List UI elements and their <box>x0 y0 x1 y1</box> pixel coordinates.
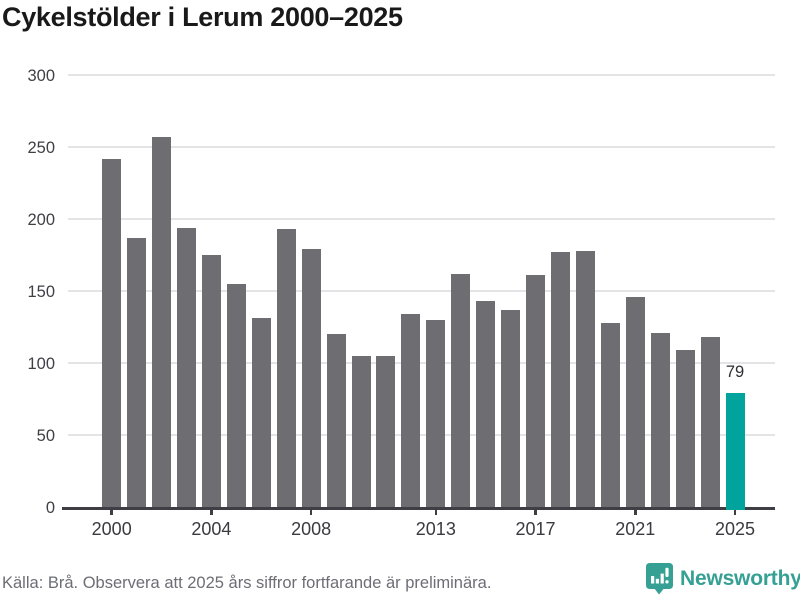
gridline-150 <box>68 290 775 293</box>
bar-2023 <box>675 350 695 508</box>
x-tick-2017 <box>534 509 537 516</box>
bar-2014 <box>451 273 471 508</box>
y-axis-label-100: 100 <box>27 354 55 373</box>
x-tick-2004 <box>210 509 213 516</box>
bar-2024 <box>700 337 720 508</box>
x-axis-label-2008: 2008 <box>291 519 332 540</box>
bar-2015 <box>476 301 496 508</box>
bar-2020 <box>600 322 620 508</box>
x-axis-label-2000: 2000 <box>91 519 132 540</box>
bar-2005 <box>226 283 246 508</box>
bar-2009 <box>326 334 346 508</box>
y-axis-label-0: 0 <box>45 498 55 517</box>
bar-2000 <box>102 158 122 508</box>
bar-2007 <box>276 229 296 508</box>
y-axis-label-300: 300 <box>27 66 55 85</box>
x-axis-label-2013: 2013 <box>415 519 456 540</box>
bar-2017 <box>526 275 546 508</box>
x-tick-2021 <box>634 509 637 516</box>
x-axis-label-2021: 2021 <box>615 519 656 540</box>
source-note: Källa: Brå. Observera att 2025 års siffr… <box>2 574 492 592</box>
bar-2002 <box>152 136 172 508</box>
y-axis-label-150: 150 <box>27 282 55 301</box>
bar-2008 <box>301 249 321 508</box>
bar-2019 <box>575 250 595 508</box>
gridline-100 <box>68 362 775 365</box>
bar-2010 <box>351 355 371 508</box>
bar-2025 <box>725 393 745 511</box>
x-tick-2000 <box>110 509 113 516</box>
bar-2011 <box>376 355 396 508</box>
x-tick-2008 <box>309 509 313 516</box>
bar-2016 <box>501 309 521 508</box>
x-axis-label-2004: 2004 <box>191 519 232 540</box>
bar-2012 <box>401 314 421 508</box>
bar-2006 <box>251 318 271 508</box>
bar-2021 <box>625 296 645 508</box>
bar-2013 <box>426 319 446 508</box>
newsworthy-wordmark: Newsworthy <box>680 567 800 590</box>
bar-2018 <box>550 252 570 508</box>
gridline-50 <box>68 434 775 437</box>
x-tick-2025 <box>733 509 737 516</box>
x-tick-2013 <box>434 509 438 516</box>
y-axis-label-50: 50 <box>36 426 55 445</box>
x-axis-line <box>62 507 775 511</box>
bar-value-label: 79 <box>725 363 745 382</box>
gridline-250 <box>68 146 775 149</box>
x-axis-label-2017: 2017 <box>515 519 556 540</box>
chart-title: Cykelstölder i Lerum 2000–2025 <box>2 2 403 32</box>
newsworthy-logo[interactable]: Newsworthy <box>646 561 800 597</box>
bar-2003 <box>176 227 196 508</box>
gridline-200 <box>68 218 775 221</box>
x-axis-label-2025: 2025 <box>714 519 756 540</box>
bar-2004 <box>201 255 221 508</box>
newsworthy-bubble-chart-icon <box>646 563 673 595</box>
y-axis-label-250: 250 <box>27 138 55 157</box>
y-axis-label-200: 200 <box>27 210 55 229</box>
bar-2001 <box>127 237 147 508</box>
bar-2022 <box>650 332 670 508</box>
gridline-300 <box>68 74 775 76</box>
